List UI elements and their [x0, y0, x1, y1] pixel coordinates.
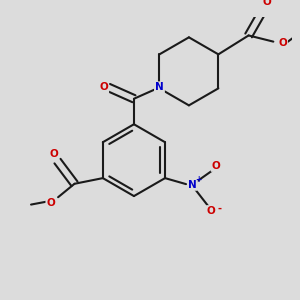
Text: O: O	[207, 206, 216, 216]
Text: +: +	[195, 175, 201, 184]
Text: N: N	[155, 82, 164, 92]
Text: -: -	[218, 203, 222, 213]
Text: O: O	[46, 198, 55, 208]
Text: O: O	[99, 82, 108, 92]
Text: O: O	[262, 0, 271, 8]
Text: O: O	[212, 161, 220, 171]
Text: N: N	[188, 180, 197, 190]
Text: O: O	[278, 38, 287, 48]
Text: O: O	[49, 149, 58, 160]
